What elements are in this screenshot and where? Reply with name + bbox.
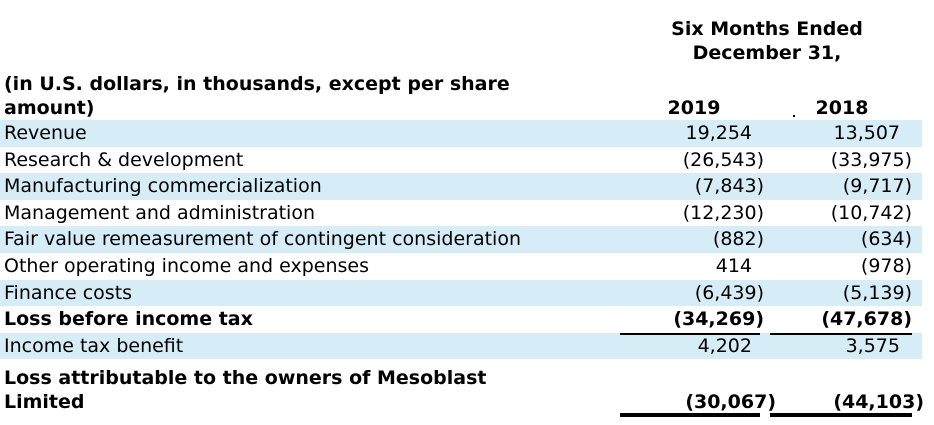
row-label: Manufacturing commercialization (4, 175, 322, 198)
period-header-line1: Six Months Ended (671, 18, 863, 40)
year-2019-header: 2019 (667, 97, 721, 119)
row-label: Loss before income tax (4, 308, 253, 331)
row-label: Research & development (4, 148, 244, 171)
table-row-fair-value: Fair value remeasurement of contingent c… (0, 226, 922, 253)
stray-mark (793, 115, 795, 117)
value-2018: (978) (860, 254, 912, 277)
value-2018: (634) (860, 228, 912, 251)
total-value-2018: (44,103) (833, 391, 924, 413)
total-label: Loss attributable to the owners of Mesob… (4, 367, 487, 413)
income-statement-table: Revenue 19,254 13,507 Research & develop… (0, 120, 922, 360)
year-2018-header: 2018 (815, 97, 869, 119)
table-row-finance-costs: Finance costs (6,439) (5,139) (0, 279, 922, 307)
period-header: Six Months Ended December 31, (612, 17, 922, 65)
table-row-loss-before-tax: Loss before income tax (34,269) (47,678) (0, 306, 922, 333)
value-2018: (33,975) (830, 148, 912, 171)
value-2019: (12,230) (682, 201, 764, 224)
total-value-2019: (30,067) (685, 391, 776, 413)
value-2018: (9,717) (842, 175, 912, 198)
table-row-manufacturing: Manufacturing commercialization (7,843) … (0, 173, 922, 200)
value-2018: 3,575 (845, 334, 900, 357)
subtotal-underline-2019 (620, 333, 760, 335)
period-header-line2: December 31, (692, 42, 842, 64)
row-label: Finance costs (4, 281, 133, 304)
value-2018: 13,507 (833, 122, 900, 144)
value-2019: (34,269) (673, 308, 764, 331)
value-2019: (7,843) (694, 175, 764, 198)
subtotal-underline-2018 (770, 333, 912, 335)
units-header: (in U.S. dollars, in thousands, except p… (4, 73, 510, 119)
row-label: Revenue (4, 122, 87, 144)
value-2018: (10,742) (830, 201, 912, 224)
table-row-research-development: Research & development (26,543) (33,975) (0, 147, 922, 174)
value-2019: (882) (712, 228, 764, 251)
row-label: Income tax benefit (4, 334, 184, 357)
row-label: Fair value remeasurement of contingent c… (4, 228, 521, 251)
table-row-management: Management and administration (12,230) (… (0, 200, 922, 227)
value-2019: 19,254 (685, 122, 752, 144)
value-2019: (26,543) (682, 148, 764, 171)
value-2019: (6,439) (694, 281, 764, 304)
total-underline-2019 (620, 413, 760, 417)
value-2018: (47,678) (821, 308, 912, 331)
value-2019: 414 (715, 254, 752, 277)
value-2019: 4,202 (697, 334, 752, 357)
row-label: Other operating income and expenses (4, 254, 369, 277)
total-underline-2018 (770, 413, 912, 417)
row-label: Management and administration (4, 201, 315, 224)
table-row-other-operating: Other operating income and expenses 414 … (0, 253, 922, 280)
table-row-revenue: Revenue 19,254 13,507 (0, 120, 922, 147)
value-2018: (5,139) (842, 281, 912, 304)
table-row-income-tax-benefit: Income tax benefit 4,202 3,575 (0, 332, 922, 360)
